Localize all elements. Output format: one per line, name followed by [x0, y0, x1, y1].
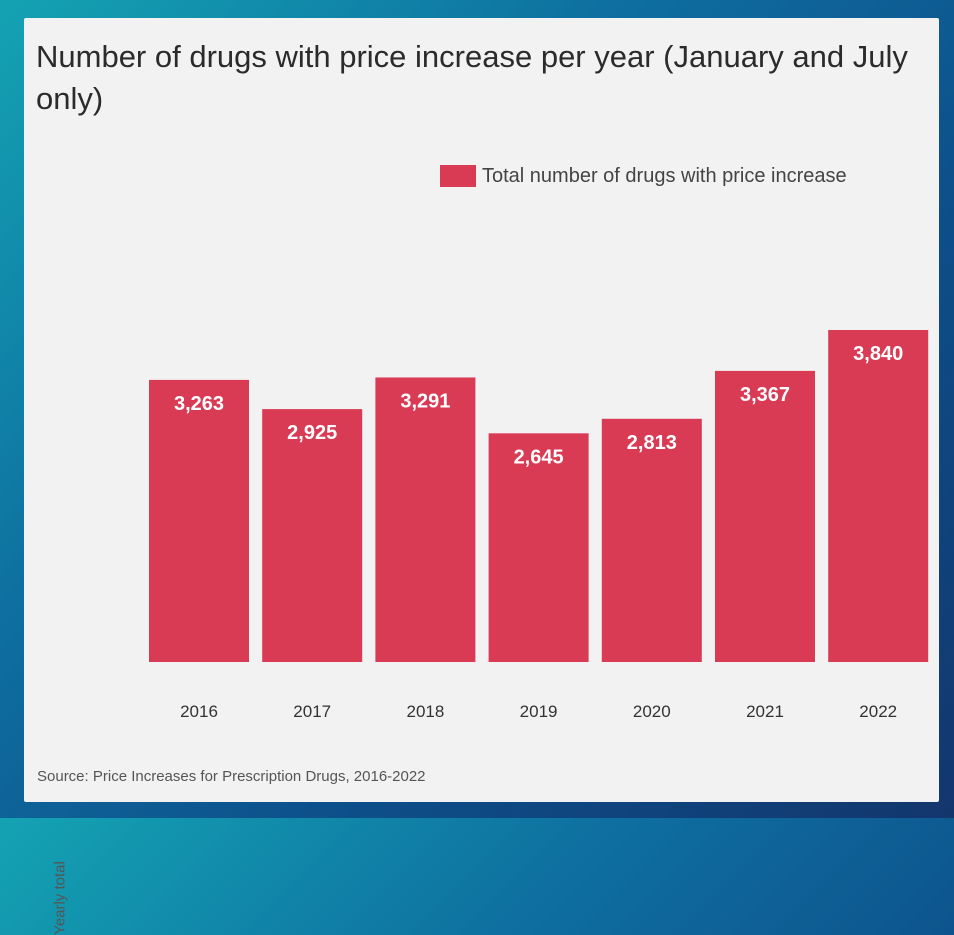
data-label-2017: 2,925 — [287, 422, 337, 444]
chart-panel: Number of drugs with price increase per … — [24, 18, 939, 935]
x-tick-label-2018: 2018 — [406, 702, 444, 721]
x-tick-label-2019: 2019 — [520, 702, 558, 721]
data-label-2016: 3,263 — [174, 393, 224, 415]
bar-2019 — [488, 433, 589, 662]
bar-2018 — [375, 377, 476, 662]
legend-swatch — [440, 165, 476, 187]
bar-2022 — [828, 330, 929, 662]
data-label-2018: 3,291 — [400, 390, 450, 412]
legend-label: Total number of drugs with price increas… — [482, 164, 847, 187]
x-tick-label-2017: 2017 — [293, 702, 331, 721]
bar-2017 — [262, 409, 363, 662]
data-label-2022: 3,840 — [853, 343, 903, 365]
x-tick-label-2020: 2020 — [633, 702, 671, 721]
bar-2020 — [601, 418, 702, 662]
source-note: Source: Price Increases for Prescription… — [37, 768, 426, 785]
chart-title: Number of drugs with price increase per … — [36, 39, 908, 116]
data-label-2019: 2,645 — [514, 446, 564, 468]
x-tick-label-2022: 2022 — [859, 702, 897, 721]
bar-2016 — [149, 379, 249, 662]
bar-plot: 3,263 2016 2,925 2017 3,291 2018 2,645 2019 2,81… — [149, 330, 929, 721]
data-label-2020: 2,813 — [627, 432, 677, 454]
x-tick-label-2021: 2021 — [746, 702, 784, 721]
y-axis-label: Yearly total — [51, 861, 69, 935]
legend: Total number of drugs with price increas… — [440, 164, 847, 188]
data-label-2021: 3,367 — [740, 384, 790, 406]
bar-2021 — [715, 370, 815, 662]
x-tick-label-2016: 2016 — [180, 702, 218, 721]
